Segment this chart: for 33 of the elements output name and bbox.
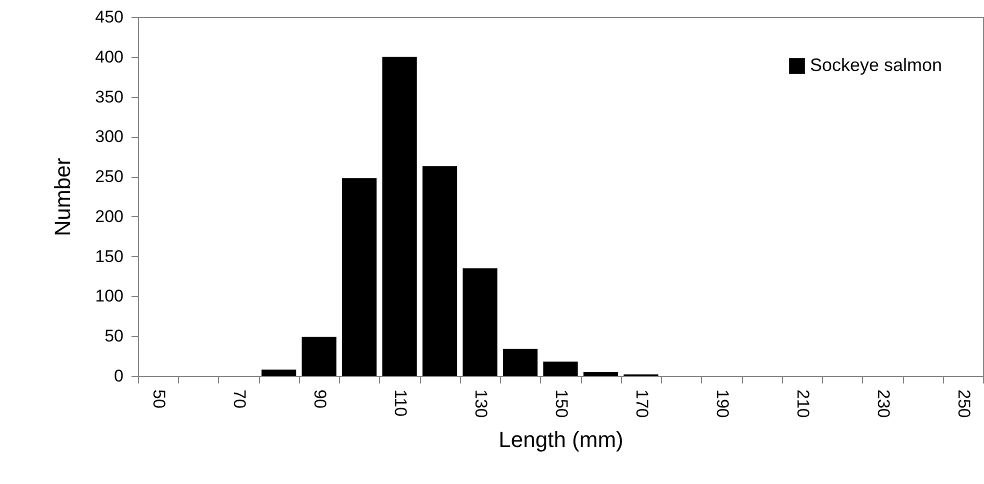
x-tick-label: 130	[472, 390, 491, 418]
x-tick-label: 170	[632, 390, 652, 418]
x-tick-label: 230	[874, 390, 893, 418]
y-tick-label: 250	[95, 167, 124, 186]
y-tick-label: 100	[95, 286, 124, 306]
bar	[422, 166, 458, 376]
bar	[462, 268, 498, 376]
x-tick-label: 70	[230, 390, 250, 408]
x-tick-label: 90	[310, 390, 330, 408]
x-tick-label: 250	[954, 390, 974, 418]
legend-label: Sockeye salmon	[810, 55, 942, 75]
x-tick-label: 190	[712, 390, 732, 418]
y-tick-label: 450	[95, 8, 124, 26]
x-tick-label: 150	[552, 390, 571, 418]
bar	[342, 178, 377, 376]
y-tick-label: 0	[114, 366, 124, 386]
x-tick-label: 50	[150, 390, 169, 408]
y-tick-label: 200	[95, 206, 124, 226]
bar	[302, 336, 336, 376]
y-tick-label: 350	[95, 87, 124, 106]
bar	[262, 370, 296, 376]
bar	[502, 348, 538, 376]
y-tick-label: 400	[95, 47, 124, 66]
y-tick-label: 50	[104, 326, 124, 346]
y-tick-label: 300	[95, 127, 124, 146]
x-axis-title: Length (mm)	[498, 426, 624, 452]
y-axis-title: Number	[50, 158, 76, 236]
bar	[382, 56, 417, 376]
bar	[583, 372, 618, 376]
x-tick-label: 110	[391, 390, 410, 417]
x-tick-label: 210	[793, 390, 812, 418]
y-tick-label: 150	[95, 246, 124, 266]
bar	[543, 362, 578, 376]
